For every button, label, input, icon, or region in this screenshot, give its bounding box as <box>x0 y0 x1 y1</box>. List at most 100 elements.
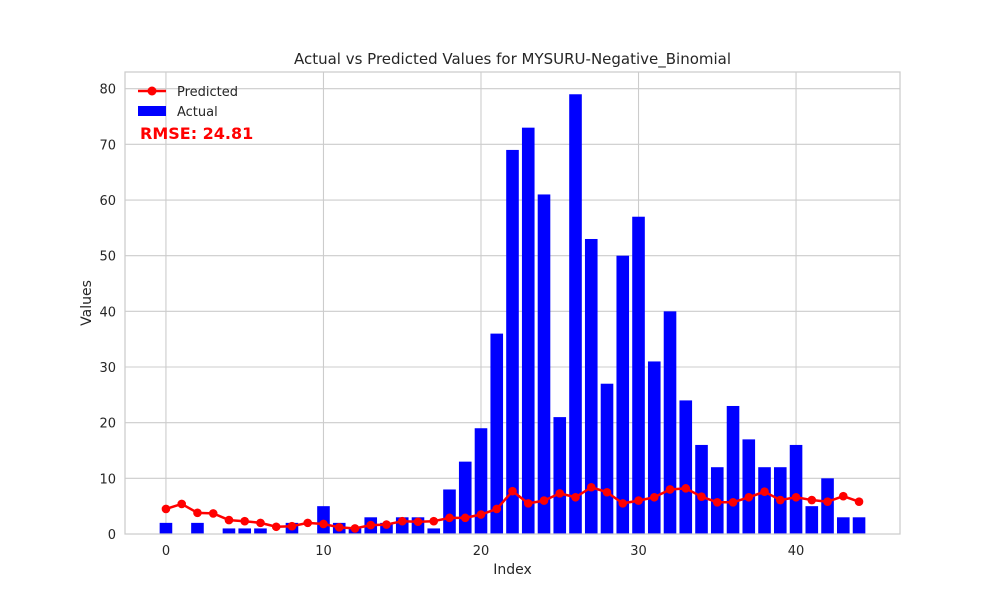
predicted-point <box>523 499 533 508</box>
predicted-point <box>271 522 281 532</box>
predicted-point <box>602 487 612 497</box>
legend-predicted-marker <box>147 86 157 96</box>
y-tick-label: 20 <box>99 417 116 432</box>
predicted-point <box>193 508 202 518</box>
plot-area <box>124 71 901 535</box>
actual-bar <box>742 439 756 534</box>
y-axis-ticks: 0 10 20 30 40 50 60 70 80 <box>99 83 116 543</box>
y-tick-label: 70 <box>99 138 116 153</box>
predicted-point <box>413 517 423 527</box>
actual-bar <box>569 94 582 534</box>
predicted-point <box>161 504 171 514</box>
predicted-point <box>555 489 565 498</box>
x-tick-label: 40 <box>788 544 805 559</box>
actual-bar <box>222 528 236 534</box>
actual-bar <box>789 444 803 534</box>
actual-bar <box>521 127 535 534</box>
predicted-point <box>744 492 754 502</box>
predicted-point <box>791 492 801 502</box>
predicted-point <box>807 495 817 505</box>
predicted-point <box>476 510 486 519</box>
predicted-point <box>319 519 328 529</box>
predicted-line-layer <box>161 482 864 533</box>
actual-bar <box>191 522 204 534</box>
predicted-point <box>838 491 848 501</box>
actual-bar <box>490 333 504 534</box>
legend-actual-swatch <box>138 106 166 116</box>
predicted-point <box>287 521 297 531</box>
predicted-point <box>854 497 864 507</box>
y-tick-label: 50 <box>99 250 116 265</box>
predicted-point <box>429 516 439 526</box>
legend: Predicted Actual <box>138 85 238 120</box>
actual-bar <box>254 528 267 534</box>
predicted-point <box>224 515 234 525</box>
chart-title: Actual vs Predicted Values for MYSURU-Ne… <box>294 50 731 69</box>
predicted-point <box>208 509 218 518</box>
legend-actual-label: Actual <box>177 105 218 120</box>
actual-bar <box>852 517 866 534</box>
y-tick-label: 40 <box>99 305 116 320</box>
x-tick-label: 20 <box>473 544 490 559</box>
predicted-point <box>681 484 691 493</box>
predicted-point <box>303 518 313 528</box>
predicted-point <box>350 524 360 533</box>
actual-bar <box>836 517 850 534</box>
predicted-point <box>586 482 596 492</box>
actual-bar <box>695 444 708 534</box>
predicted-point <box>460 513 470 523</box>
legend-predicted-label: Predicted <box>177 85 238 100</box>
predicted-point <box>445 513 454 523</box>
y-axis-label: Values <box>79 280 95 326</box>
predicted-point <box>366 520 376 530</box>
x-tick-label: 30 <box>630 544 647 559</box>
actual-bar <box>805 506 819 534</box>
predicted-point <box>823 497 832 507</box>
actual-bar <box>427 528 441 534</box>
actual-bar <box>647 361 661 534</box>
actual-bar <box>474 428 488 534</box>
predicted-point <box>775 495 785 505</box>
predicted-point <box>240 516 250 526</box>
predicted-point <box>618 499 628 508</box>
actual-bar <box>443 489 456 534</box>
predicted-point <box>712 497 722 507</box>
plot-frame <box>124 71 901 535</box>
rmse-annotation: RMSE: 24.81 <box>140 124 253 143</box>
x-tick-label: 10 <box>315 544 332 559</box>
predicted-point <box>397 516 407 526</box>
actual-bar <box>663 311 677 534</box>
y-tick-label: 10 <box>99 472 116 487</box>
actual-bar <box>679 400 693 534</box>
actual-bar <box>458 461 472 534</box>
predicted-point <box>728 497 738 507</box>
actual-bars <box>159 94 866 534</box>
actual-bar <box>726 405 740 534</box>
actual-bar <box>821 478 834 534</box>
x-tick-label: 0 <box>162 544 170 559</box>
predicted-point <box>634 496 643 505</box>
predicted-point <box>177 499 187 509</box>
y-tick-label: 30 <box>99 361 116 376</box>
predicted-point <box>697 492 706 502</box>
predicted-point <box>760 487 769 496</box>
actual-bar <box>584 238 598 534</box>
x-axis-ticks: 0 10 20 30 40 <box>162 544 804 559</box>
predicted-point <box>539 496 549 505</box>
x-axis-label: Index <box>493 562 532 578</box>
actual-bar <box>238 528 252 534</box>
predicted-point <box>649 492 659 502</box>
actual-bar <box>616 255 630 534</box>
actual-bar <box>506 149 519 534</box>
actual-bar <box>159 522 173 534</box>
actual-bar <box>758 467 771 534</box>
actual-bar <box>600 383 614 534</box>
actual-bar <box>537 194 551 534</box>
predicted-point <box>665 485 675 494</box>
actual-bar <box>553 417 567 534</box>
y-tick-label: 60 <box>99 194 116 209</box>
predicted-point <box>382 520 391 529</box>
predicted-point <box>571 492 580 502</box>
y-tick-label: 0 <box>108 528 116 543</box>
